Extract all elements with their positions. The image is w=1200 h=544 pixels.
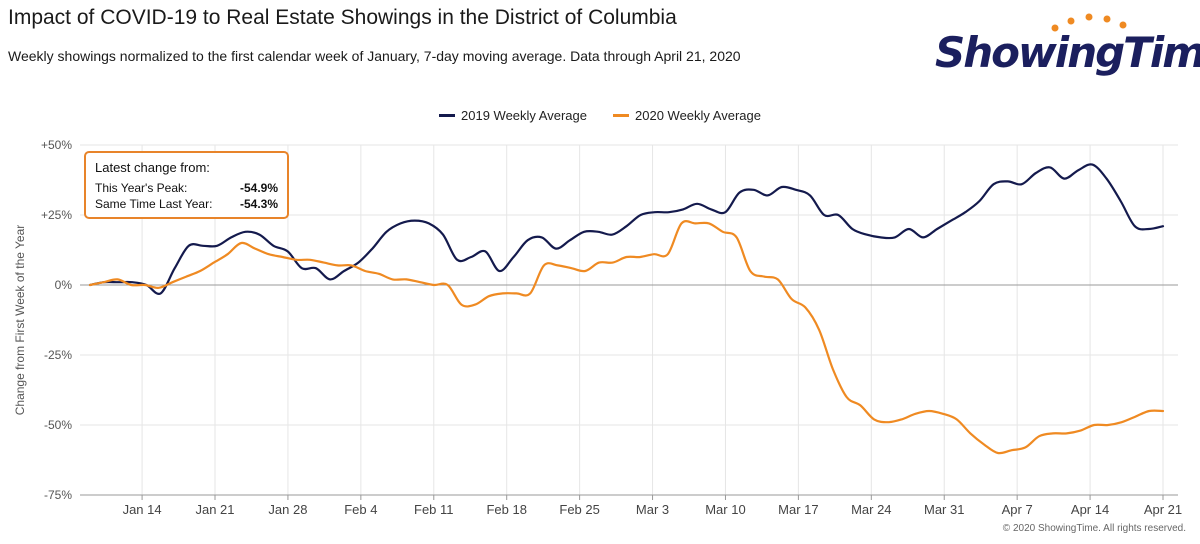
chart-subtitle: Weekly showings normalized to the first …: [8, 48, 741, 64]
x-tick-label: Feb 25: [559, 502, 599, 517]
callout-heading: Latest change from:: [95, 160, 210, 175]
callout-row-peak: This Year's Peak: -54.9%: [95, 180, 278, 196]
x-tick-label: Jan 21: [195, 502, 234, 517]
latest-change-callout: Latest change from: This Year's Peak: -5…: [84, 151, 289, 219]
legend-item-2020[interactable]: 2020 Weekly Average: [613, 108, 761, 123]
x-tick-label: Mar 24: [851, 502, 891, 517]
x-tick-label: Mar 10: [705, 502, 745, 517]
logo-wordmark: ShowingTime®: [935, 28, 1200, 77]
legend-item-2019[interactable]: 2019 Weekly Average: [439, 108, 587, 123]
legend-label-2020: 2020 Weekly Average: [635, 108, 761, 123]
showingtime-logo: ShowingTime®: [935, 12, 1200, 82]
legend-swatch-2020: [613, 114, 629, 117]
logo-dots-icon: [1051, 13, 1127, 32]
series-line-2020[interactable]: [88, 220, 1165, 455]
legend-label-2019: 2019 Weekly Average: [461, 108, 587, 123]
series-layer: [88, 163, 1165, 455]
copyright-notice: © 2020 ShowingTime. All rights reserved.: [1002, 523, 1186, 534]
x-tick-label: Mar 17: [778, 502, 818, 517]
x-tick-label: Jan 14: [123, 502, 162, 517]
y-tick-label: -25%: [44, 348, 72, 362]
callout-row-last-year: Same Time Last Year: -54.3%: [95, 196, 278, 212]
x-tick-label: Apr 7: [1002, 502, 1033, 517]
x-tick-label: Jan 28: [268, 502, 307, 517]
callout-value-peak: -54.9%: [239, 181, 278, 195]
legend-swatch-2019: [439, 114, 455, 117]
callout-label-last-year: Same Time Last Year:: [95, 197, 213, 211]
chart-title: Impact of COVID-19 to Real Estate Showin…: [8, 6, 677, 29]
x-tick-label: Mar 3: [636, 502, 669, 517]
chart-legend: 2019 Weekly Average 2020 Weekly Average: [0, 108, 1200, 123]
y-tick-label: -75%: [44, 488, 72, 502]
y-axis-label: Change from First Week of the Year: [13, 225, 27, 416]
x-tick-label: Apr 14: [1071, 502, 1109, 517]
callout-label-peak: This Year's Peak:: [95, 181, 188, 195]
axis-layer: Jan 14 Jan 21 Jan 28 Feb 4 Feb 11 Feb 18 Feb 2…: [41, 138, 1182, 517]
series-line-2019[interactable]: [88, 163, 1165, 295]
x-tick-label: Feb 18: [486, 502, 526, 517]
y-tick-label: +50%: [41, 138, 72, 152]
x-tick-label: Mar 31: [924, 502, 964, 517]
callout-value-last-year: -54.3%: [239, 197, 278, 211]
x-tick-label: Feb 11: [414, 502, 454, 517]
y-tick-label: 0%: [55, 278, 73, 292]
logo-text: ShowingTime: [935, 28, 1200, 77]
y-tick-label: -50%: [44, 418, 72, 432]
x-tick-label: Feb 4: [344, 502, 377, 517]
y-tick-label: +25%: [41, 208, 72, 222]
x-tick-label: Apr 21: [1144, 502, 1182, 517]
